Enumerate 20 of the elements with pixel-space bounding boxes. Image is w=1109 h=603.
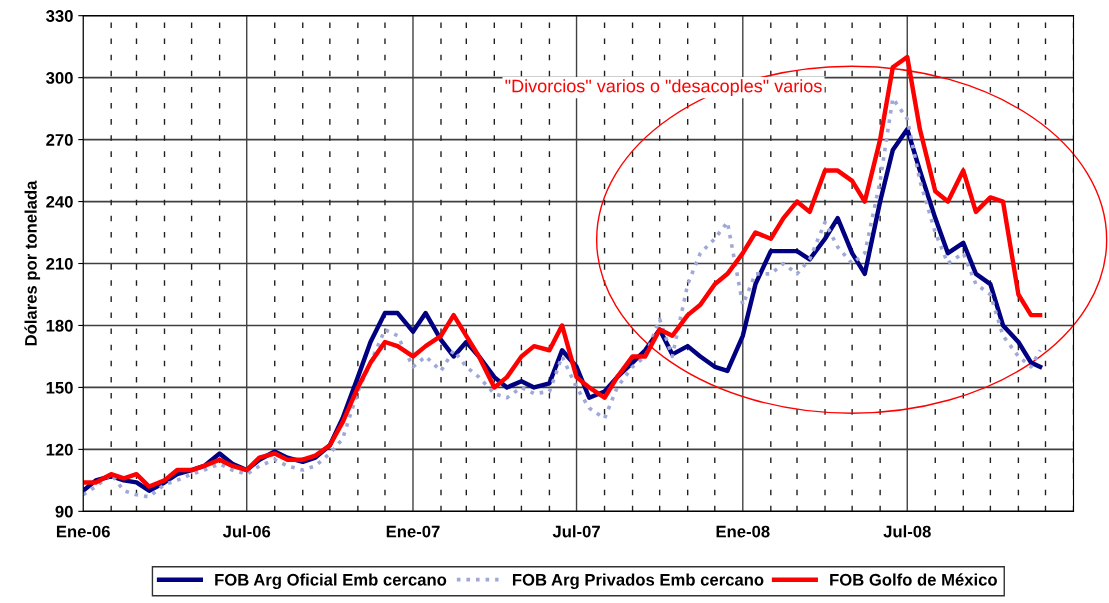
y-axis-title: Dólares por tonelada bbox=[24, 180, 41, 346]
legend-label: FOB Arg Privados Emb cercano bbox=[512, 573, 764, 590]
y-tick-label: 330 bbox=[46, 10, 73, 22]
y-tick-label: 120 bbox=[46, 443, 73, 456]
x-tick-label: Jul-08 bbox=[883, 525, 931, 538]
x-tick-label: Jul-07 bbox=[552, 525, 600, 538]
x-tick-label: Ene-08 bbox=[716, 525, 770, 538]
x-tick-label: Ene-06 bbox=[56, 525, 110, 538]
legend-label: FOB Arg Oficial Emb cercano bbox=[215, 573, 447, 590]
y-tick-label: 240 bbox=[46, 195, 73, 208]
y-tick-label: 210 bbox=[46, 257, 73, 270]
legend-label: FOB Golfo de México bbox=[830, 573, 997, 586]
x-tick-label: Ene-07 bbox=[386, 525, 440, 538]
y-tick-label: 300 bbox=[46, 72, 73, 84]
y-tick-label: 90 bbox=[55, 505, 73, 518]
y-tick-label: 150 bbox=[46, 381, 73, 394]
y-tick-label: 270 bbox=[46, 134, 73, 146]
annotation: "Divorcios" varios o "desacoples" varios bbox=[505, 79, 822, 96]
x-tick-label: Jul-06 bbox=[222, 525, 271, 538]
y-tick-label: 180 bbox=[46, 319, 73, 332]
